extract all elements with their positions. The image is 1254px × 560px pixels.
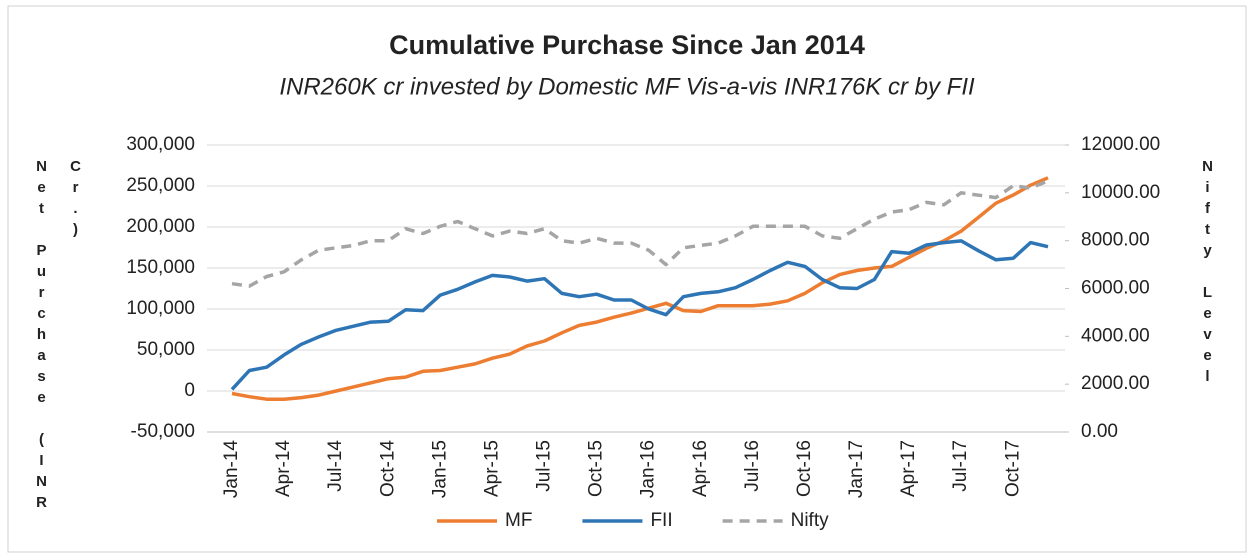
y2-tick-label: 6000.00 <box>1081 278 1150 299</box>
chart-border <box>7 5 1247 553</box>
x-tick-label: Apr-17 <box>898 440 919 497</box>
y-tick-label: 300,000 <box>126 134 195 155</box>
legend-label: MF <box>505 510 532 531</box>
y2-tick-label: 2000.00 <box>1081 373 1150 394</box>
y2-tick-label: 4000.00 <box>1081 325 1150 346</box>
y2-tick-label: 12000.00 <box>1081 134 1160 155</box>
x-tick-label: Oct-15 <box>586 440 607 497</box>
x-tick-label: Jan-17 <box>846 440 867 498</box>
x-tick-label: Jul-14 <box>325 440 346 492</box>
chart-title: Cumulative Purchase Since Jan 2014 <box>389 30 865 60</box>
x-tick-label: Jan-15 <box>429 440 450 498</box>
y-tick-label: -50,000 <box>131 421 195 442</box>
x-tick-label: Apr-15 <box>481 440 502 497</box>
legend-label: FII <box>650 510 672 531</box>
x-tick-label: Apr-16 <box>690 440 711 497</box>
x-tick-label: Jul-15 <box>534 440 555 492</box>
x-tick-label: Oct-16 <box>794 440 815 497</box>
y2-tick-label: 8000.00 <box>1081 230 1150 251</box>
x-tick-label: Jul-16 <box>742 440 763 492</box>
legend-label: Nifty <box>791 510 830 531</box>
series-line <box>231 179 1049 288</box>
chart-subtitle: INR260K cr invested by Domestic MF Vis-a… <box>279 73 975 100</box>
x-tick-label: Apr-14 <box>273 440 294 497</box>
y-tick-label: 0 <box>184 380 195 401</box>
series-line <box>231 176 1049 401</box>
x-tick-label: Oct-14 <box>377 440 398 497</box>
x-tick-label: Jan-16 <box>638 440 659 498</box>
y-tick-label: 100,000 <box>126 298 195 319</box>
y-tick-label: 200,000 <box>126 216 195 237</box>
y-axis-title: Net Purchase (INR Cr.) <box>33 158 84 515</box>
x-tick-label: Jan-14 <box>221 440 242 499</box>
x-tick-label: Oct-17 <box>1002 440 1023 497</box>
y-tick-label: 50,000 <box>137 339 195 360</box>
x-tick-label: Jul-17 <box>950 440 971 492</box>
y2-tick-label: 10000.00 <box>1081 182 1160 203</box>
y-tick-label: 150,000 <box>126 257 195 278</box>
y-tick-label: 250,000 <box>126 175 195 196</box>
y2-tick-label: 0.00 <box>1081 421 1118 442</box>
y2-axis-title: Nifty Level <box>1199 158 1216 389</box>
series-line <box>230 239 1049 391</box>
